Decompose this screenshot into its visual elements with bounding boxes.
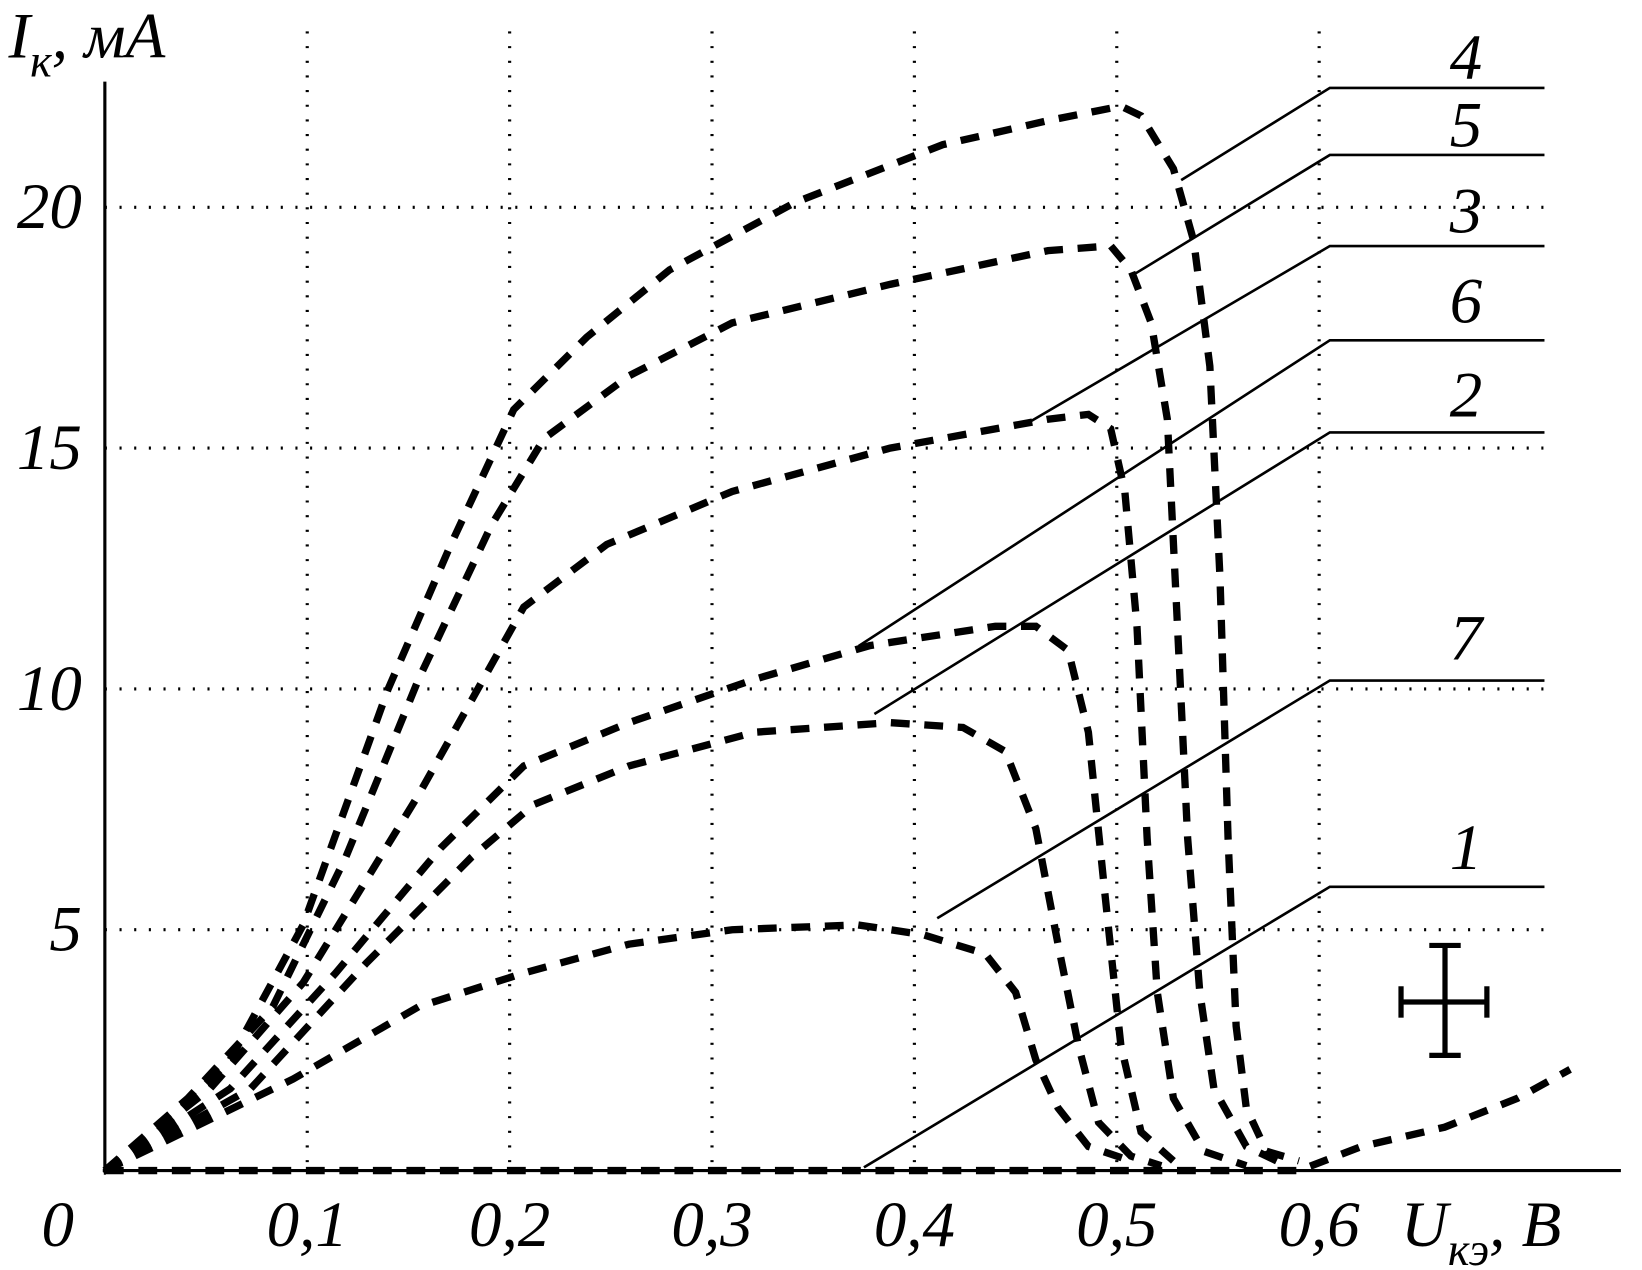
curve [104, 1066, 1572, 1175]
legend-label: 4 [1450, 22, 1482, 94]
legend-leader [857, 338, 1545, 648]
x-tick-label: 0,6 [1279, 1189, 1361, 1261]
x-label-unit: , В [1489, 1189, 1561, 1261]
y-axis-label: Iк, мА [8, 1, 166, 87]
y-tick-label: 5 [49, 894, 81, 966]
y-tick-label: 20 [17, 171, 82, 243]
legend-label: 3 [1449, 175, 1482, 247]
x-axis-label: Uкэ, В [1401, 1189, 1561, 1270]
y-tick-label: 10 [17, 653, 82, 725]
legend-label: 7 [1450, 603, 1485, 675]
x-tick-label: 0,5 [1076, 1189, 1157, 1261]
curve [102, 410, 1248, 1174]
legend-leader [1133, 153, 1545, 276]
curve [102, 622, 1176, 1174]
legend-leader [863, 885, 1545, 1169]
curve [103, 921, 1133, 1174]
x-tick-label: 0,1 [267, 1189, 348, 1261]
legend-label: 5 [1450, 90, 1482, 162]
legend-label: 6 [1450, 265, 1483, 337]
legend-leader [1030, 244, 1545, 423]
legend-label: 2 [1450, 360, 1482, 432]
y-label-unit: , мА [52, 1, 166, 73]
x-label-sub: кэ [1448, 1224, 1489, 1270]
grid [104, 31, 1548, 1171]
error-cross [1398, 942, 1490, 1058]
y-label-main: I [8, 1, 34, 73]
legend-leader [936, 679, 1545, 920]
curve [102, 242, 1279, 1174]
curve [103, 718, 1163, 1174]
y-label-sub: к [30, 35, 52, 86]
x-tick-label: 0 [42, 1189, 74, 1261]
legend-leader [873, 431, 1545, 716]
x-tick-label: 0,3 [671, 1189, 752, 1261]
legend-leader [1180, 86, 1545, 182]
x-tick-label: 0,2 [469, 1189, 550, 1261]
legend-label: 1 [1450, 812, 1482, 884]
x-label-main: U [1401, 1189, 1452, 1261]
y-tick-label: 15 [17, 412, 82, 484]
curve [102, 102, 1300, 1174]
x-tick-label: 0,4 [874, 1189, 955, 1261]
